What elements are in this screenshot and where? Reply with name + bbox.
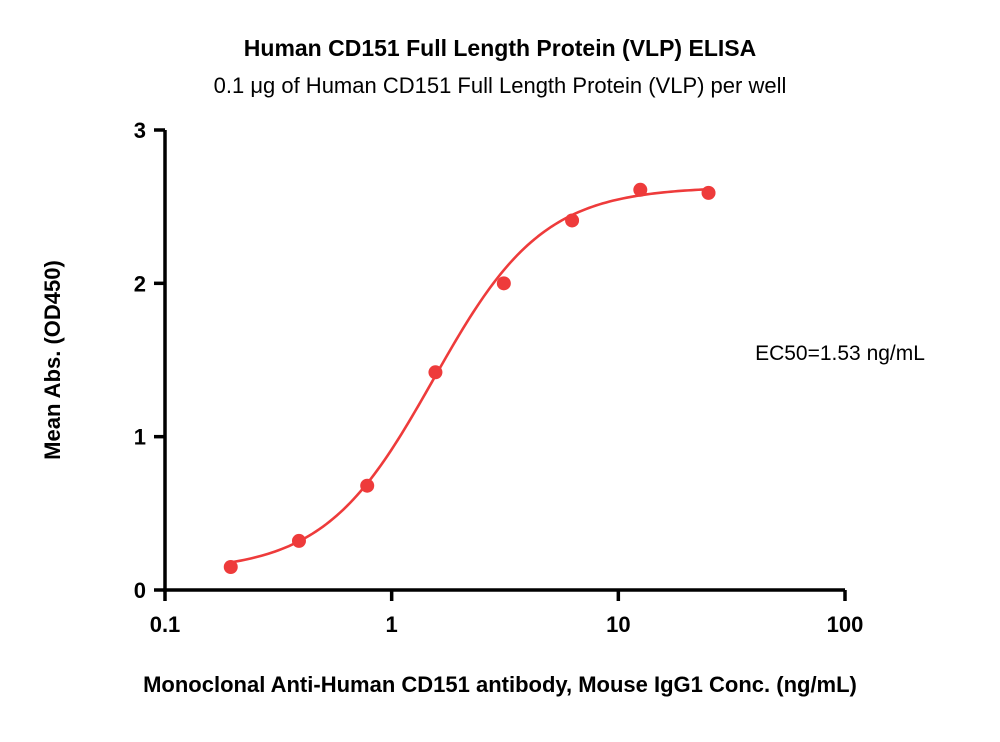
x-axis-label: Monoclonal Anti-Human CD151 antibody, Mo… xyxy=(143,672,857,697)
x-tick-label: 10 xyxy=(606,612,630,637)
x-tick-label: 0.1 xyxy=(150,612,181,637)
y-axis-label: Mean Abs. (OD450) xyxy=(40,260,65,460)
data-point xyxy=(496,276,511,291)
y-tick-label: 2 xyxy=(134,271,146,296)
data-point xyxy=(291,533,306,548)
data-point xyxy=(565,213,580,228)
data-point xyxy=(701,185,716,200)
plot-area: 0.1 1 10 100 0 1 2 3 xyxy=(134,118,864,637)
data-point xyxy=(633,182,648,197)
data-point xyxy=(360,478,375,493)
data-point xyxy=(223,560,238,574)
y-tick-label: 1 xyxy=(134,425,146,450)
ec50-annotation: EC50=1.53 ng/mL xyxy=(755,342,925,365)
chart-subtitle: 0.1 μg of Human CD151 Full Length Protei… xyxy=(214,73,787,98)
data-point xyxy=(428,365,443,380)
chart-title: Human CD151 Full Length Protein (VLP) EL… xyxy=(244,35,756,61)
fit-curve xyxy=(230,187,709,564)
x-tick-label: 1 xyxy=(386,612,398,637)
y-tick-label: 0 xyxy=(134,578,146,603)
x-tick-label: 100 xyxy=(827,612,864,637)
y-tick-label: 3 xyxy=(134,118,146,143)
